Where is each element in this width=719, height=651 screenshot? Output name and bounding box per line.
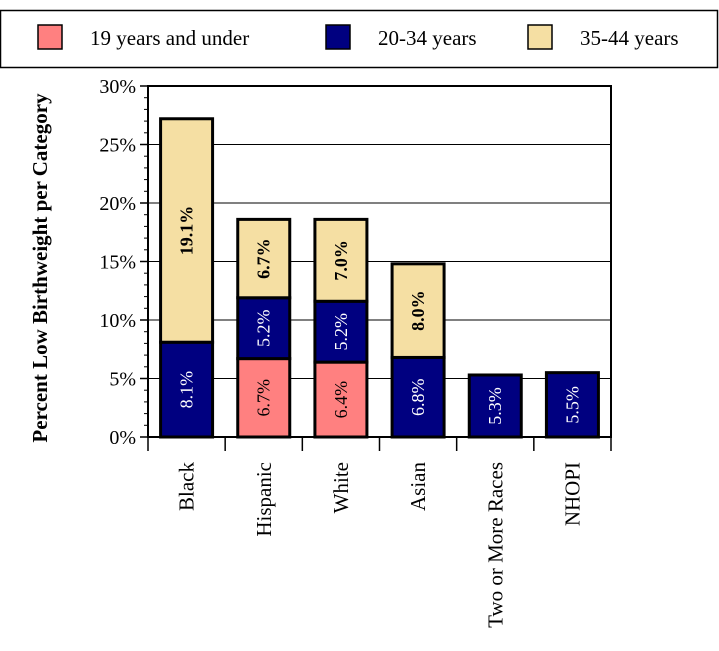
x-tick-label-white: White bbox=[329, 462, 353, 513]
y-axis-label: Percent Low Birthweight per Category bbox=[28, 93, 52, 443]
legend-label-20-34-years: 20-34 years bbox=[378, 26, 477, 50]
grid-lines bbox=[148, 144, 611, 379]
data-label-hispanic-20-34-years: 5.2% bbox=[254, 309, 274, 347]
bar-white-35-44-years bbox=[313, 217, 369, 303]
data-label-asian-35-44-years: 8.0% bbox=[408, 290, 428, 331]
legend-swatch-20-34-years bbox=[325, 24, 351, 50]
y-tick-label: 25% bbox=[99, 135, 136, 157]
bar-asian-20-34-years bbox=[390, 355, 446, 439]
x-tick-label-hispanic: Hispanic bbox=[252, 462, 276, 537]
legend: 19 years and under 20-34 years 35-44 years bbox=[0, 9, 719, 69]
data-label-hispanic-19-years-and-under: 6.7% bbox=[254, 379, 274, 417]
legend-swatch-19-years-and-under bbox=[37, 24, 63, 50]
x-tick-label-black: Black bbox=[175, 462, 199, 511]
data-label-white-20-34-years: 5.2% bbox=[331, 313, 351, 351]
x-tick-label-asian: Asian bbox=[406, 462, 430, 511]
y-tick-label: 10% bbox=[99, 310, 136, 332]
data-label-white-35-44-years: 7.0% bbox=[331, 240, 351, 281]
bar-hispanic-35-44-years bbox=[236, 217, 292, 300]
y-tick-label: 15% bbox=[99, 252, 136, 274]
x-tick-label-two-or-more-races: Two or More Races bbox=[483, 462, 507, 628]
legend-label-35-44-years: 35-44 years bbox=[580, 26, 679, 50]
data-label-hispanic-35-44-years: 6.7% bbox=[254, 238, 274, 279]
bars: 8.1% 19.1% 6.7% 5.2% 6.7% 6.4% 5.2% 7.0% 6.8% 8.0… bbox=[159, 117, 600, 439]
data-label-white-19-years-and-under: 6.4% bbox=[331, 381, 351, 419]
legend-swatch-35-44-years bbox=[527, 24, 553, 50]
data-label-asian-20-34-years: 6.8% bbox=[408, 378, 428, 416]
bar-asian-35-44-years bbox=[390, 262, 446, 359]
data-label-black-35-44-years: 19.1% bbox=[177, 206, 197, 256]
legend-label-19-years-and-under: 19 years and under bbox=[90, 26, 249, 50]
data-label-black-20-34-years: 8.1% bbox=[177, 371, 197, 409]
data-label-two-or-more-races-20-34-years: 5.3% bbox=[485, 387, 505, 425]
y-tick-label: 0% bbox=[109, 427, 136, 449]
y-tick-label: 5% bbox=[109, 369, 136, 391]
data-label-nhopi-20-34-years: 5.5% bbox=[562, 386, 582, 424]
y-tick-label: 30% bbox=[99, 76, 136, 98]
axes: 0% 5% 10% 15% 20% 25% 30% Black Hispanic White Asi… bbox=[99, 76, 612, 628]
y-tick-label: 20% bbox=[99, 193, 136, 215]
x-tick-label-nhopi: NHOPI bbox=[560, 462, 584, 526]
legend-box bbox=[0, 9, 719, 69]
bar-two-or-more-races-20-34-years bbox=[467, 373, 523, 439]
bar-black-35-44-years bbox=[159, 117, 215, 344]
